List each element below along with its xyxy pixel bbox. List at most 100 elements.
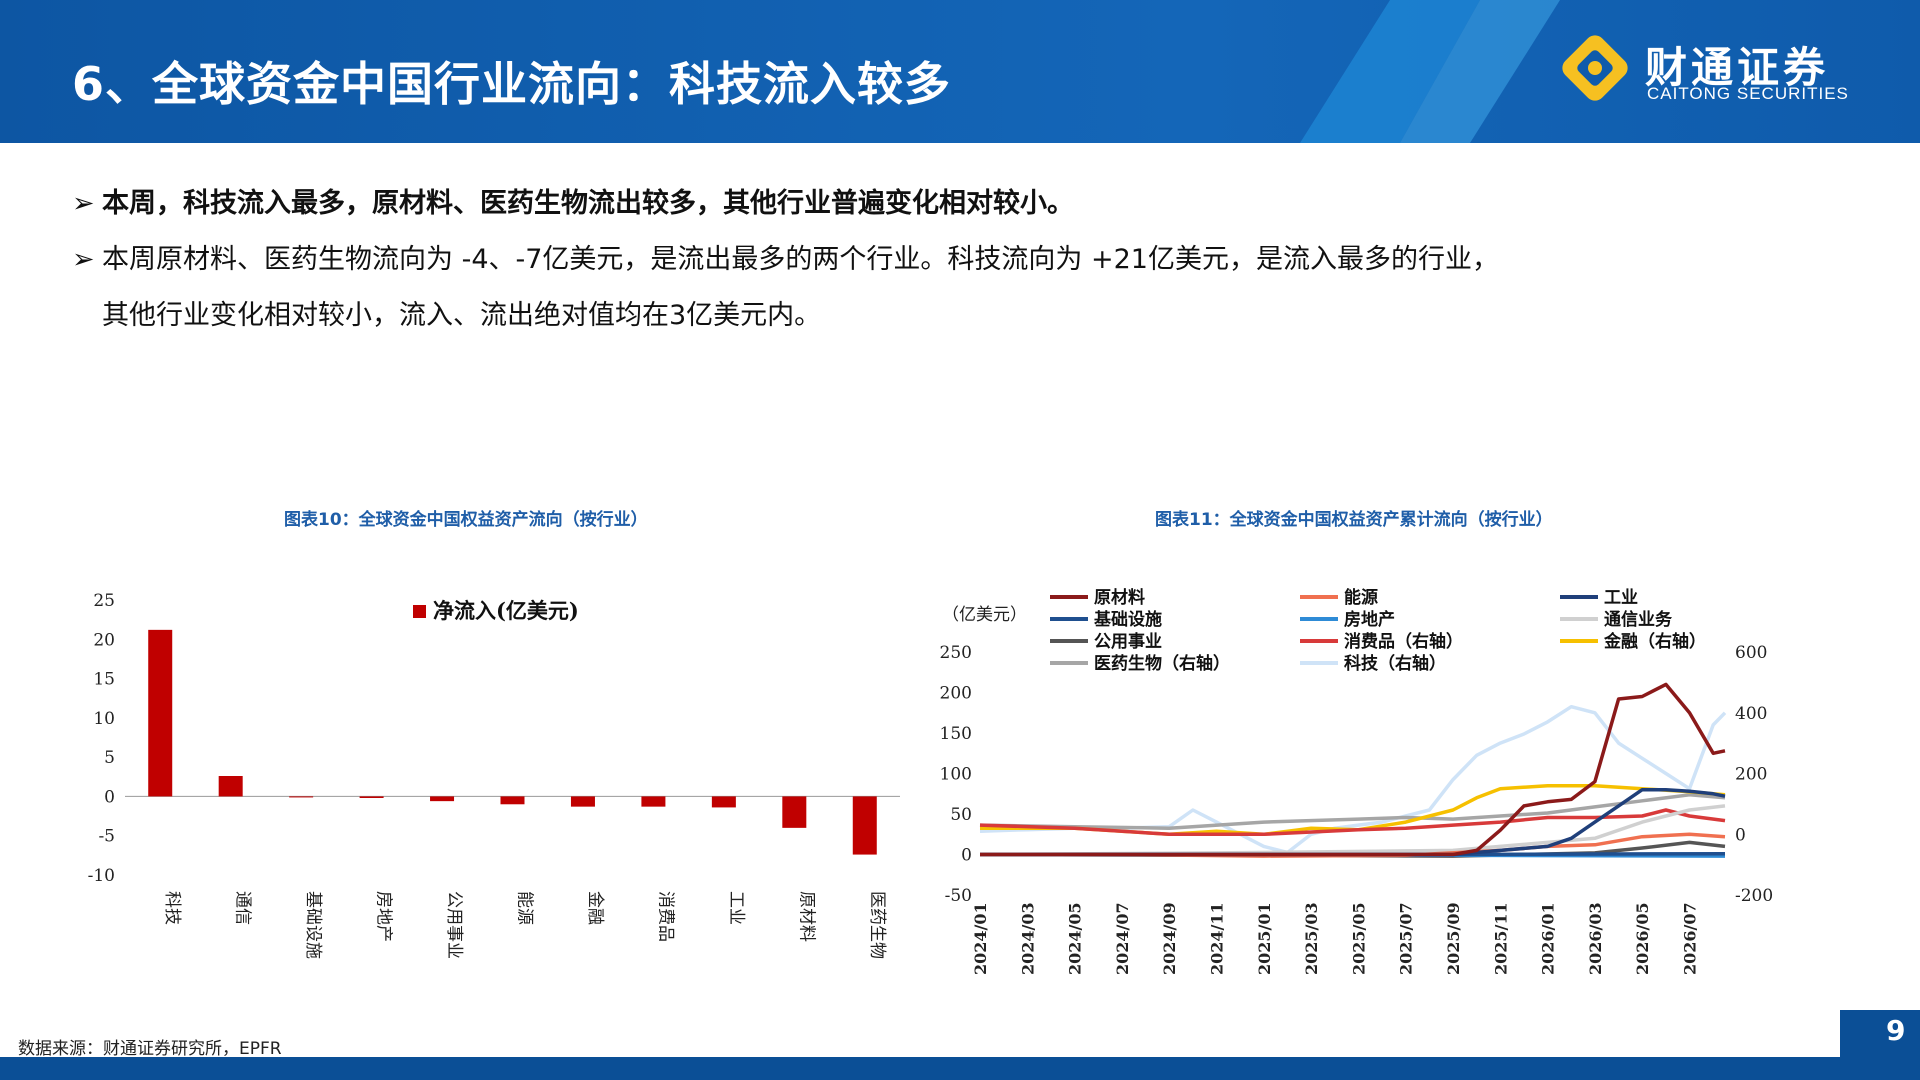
x-tick-label: 2025/11 (1491, 902, 1510, 975)
x-tick-label: 原材料 (796, 891, 816, 942)
x-tick-group: 公用事业 (444, 891, 464, 959)
y-right-tick-label: 200 (1735, 765, 1767, 785)
legend-label: 医药生物（右轴） (1094, 653, 1230, 674)
x-tick-group: 2024/01 (971, 902, 990, 975)
y-right-tick-label: 400 (1735, 704, 1767, 724)
bar (500, 796, 525, 805)
figure10-title: 图表10：全球资金中国权益资产流向（按行业） (284, 510, 648, 530)
logo-text-en: CAITONG SECURITIES (1647, 84, 1849, 103)
x-tick-label: 通信 (233, 891, 253, 925)
x-tick-label: 医药生物 (867, 891, 887, 959)
y-axis-label: （亿美元） (942, 605, 1027, 625)
line-chart: 250 200 150 100 50 0 -50 600 400 200 0 -200 （亿美元） 202… (940, 587, 1774, 975)
x-tick-label: 2026/07 (1681, 902, 1700, 975)
y-left-tick-label: -50 (945, 886, 972, 906)
bullet-2-text-line1: 本周原材料、医药生物流向为 -4、-7亿美元，是流出最多的两个行业。科技流向为 … (102, 244, 1499, 275)
legend-label: 金融（右轴） (1603, 631, 1706, 652)
x-tick-group: 2025/11 (1491, 902, 1510, 975)
footer-bar (0, 1057, 1920, 1080)
bullet-arrow-icon: ➢ (72, 244, 95, 275)
y-right-tick-label: 600 (1735, 643, 1767, 663)
legend-label: 工业 (1604, 588, 1638, 608)
x-tick-label: 工业 (726, 891, 746, 925)
x-tick-label: 金融 (585, 891, 605, 925)
bar (641, 796, 666, 807)
x-tick-group: 2026/03 (1586, 902, 1605, 975)
x-tick-label: 公用事业 (444, 891, 464, 959)
bar-chart: 25 20 15 10 5 0 -5 -10 科技 通信 基础设施 房地产 公用事业 能源 金融 消费品 工业 原… (88, 591, 900, 959)
legend-label: 原材料 (1094, 587, 1145, 608)
data-source: 数据来源：财通证券研究所，EPFR (18, 1039, 282, 1059)
x-tick-label: 2025/07 (1397, 902, 1416, 975)
y-right-tick-label: -200 (1735, 886, 1773, 906)
x-tick-group: 2025/05 (1349, 902, 1368, 975)
y-tick-label: -10 (88, 866, 115, 886)
bullet-1-text: 本周，科技流入最多，原材料、医药生物流出较多，其他行业普遍变化相对较小。 (102, 188, 1074, 219)
legend-label: 能源 (1344, 587, 1378, 608)
x-tick-label: 2025/03 (1302, 902, 1321, 975)
x-tick-group: 消费品 (655, 891, 675, 942)
bar (148, 629, 173, 797)
y-right-tick-label: 0 (1735, 825, 1746, 845)
x-tick-label: 2026/03 (1586, 902, 1605, 975)
y-left-tick-label: 200 (940, 684, 972, 704)
legend-label: 净流入(亿美元) (433, 598, 579, 623)
x-tick-label: 2026/01 (1539, 902, 1558, 975)
bullet-2-continuation: 其他行业变化相对较小，流入、流出绝对值均在3亿美元内。 (72, 288, 1872, 344)
logo-text-cn: 财通证券 (1645, 43, 1830, 92)
series-line (979, 793, 1726, 830)
legend-label: 公用事业 (1094, 632, 1162, 652)
bar (711, 796, 736, 808)
bar (289, 796, 314, 798)
x-tick-group: 医药生物 (867, 891, 887, 959)
y-left-tick-label: 100 (940, 765, 972, 785)
x-tick-label: 2025/05 (1349, 902, 1368, 975)
figure11-title: 图表11：全球资金中国权益资产累计流向（按行业） (1155, 510, 1553, 530)
legend-label: 消费品（右轴） (1344, 631, 1463, 652)
page-title: 6、全球资金中国行业流向：科技流入较多 (72, 57, 952, 111)
page-number: 9 (1886, 1014, 1906, 1047)
bullet-arrow-icon: ➢ (72, 188, 95, 219)
x-tick-group: 基础设施 (303, 891, 323, 959)
page-number-tab (1840, 1010, 1920, 1080)
x-tick-label: 2025/01 (1255, 902, 1274, 975)
bullet-1: ➢ 本周，科技流入最多，原材料、医药生物流出较多，其他行业普遍变化相对较小。 (72, 176, 1872, 232)
x-tick-group: 能源 (515, 891, 535, 925)
y-tick-label: 15 (93, 670, 115, 690)
x-tick-group: 原材料 (796, 891, 816, 942)
bar (359, 796, 384, 798)
bar (218, 776, 243, 797)
y-tick-label: 20 (93, 630, 115, 650)
legend-label: 基础设施 (1093, 609, 1162, 630)
x-tick-label: 2024/01 (971, 902, 990, 975)
series-line (979, 808, 1726, 837)
x-tick-group: 2026/07 (1681, 902, 1700, 975)
x-tick-group: 2026/01 (1539, 902, 1558, 975)
y-left-tick-label: 150 (940, 724, 972, 744)
y-left-tick-label: 250 (940, 643, 972, 663)
x-tick-label: 消费品 (655, 891, 675, 942)
bar (852, 796, 877, 855)
x-tick-label: 基础设施 (303, 891, 323, 959)
series-line (980, 787, 1726, 857)
x-tick-group: 房地产 (374, 891, 394, 942)
x-tick-group: 金融 (585, 891, 605, 925)
bar (430, 796, 455, 802)
bullet-2-text-line2: 其他行业变化相对较小，流入、流出绝对值均在3亿美元内。 (102, 300, 822, 331)
legend-label: 通信业务 (1604, 609, 1673, 630)
x-tick-label: 2024/05 (1066, 902, 1085, 975)
x-tick-group: 2024/05 (1066, 902, 1085, 975)
x-tick-group: 2025/07 (1397, 902, 1416, 975)
bullet-list: ➢ 本周，科技流入最多，原材料、医药生物流出较多，其他行业普遍变化相对较小。 ➢ 本… (72, 176, 1872, 344)
x-tick-group: 2025/09 (1444, 902, 1463, 975)
x-tick-group: 工业 (726, 891, 746, 925)
x-tick-group: 2024/07 (1113, 902, 1132, 975)
series-line (980, 682, 1726, 857)
company-logo: 财通证券 CAITONG SECURITIES (1555, 30, 1855, 110)
y-tick-label: 25 (93, 591, 115, 611)
x-tick-label: 2026/05 (1633, 902, 1652, 975)
x-tick-label: 科技 (162, 891, 182, 925)
header-banner: 6、全球资金中国行业流向：科技流入较多 财通证券 CAITONG SECURIT… (0, 0, 1920, 143)
y-tick-label: 5 (104, 748, 115, 768)
x-tick-label: 2025/09 (1444, 902, 1463, 975)
